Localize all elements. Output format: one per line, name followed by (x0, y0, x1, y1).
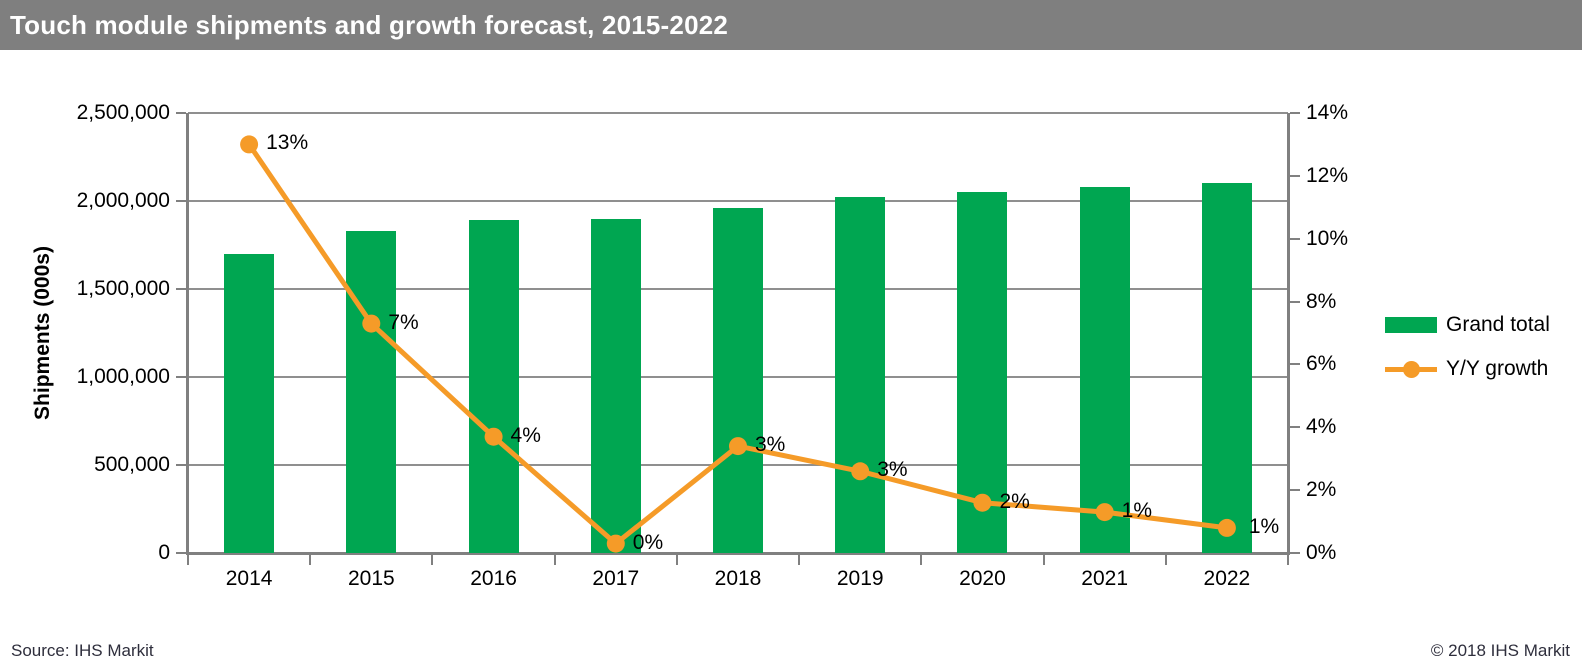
bar-2017 (590, 218, 641, 553)
x-axis-year-label: 2017 (592, 567, 640, 590)
right-axis-tick-label: 6% (1306, 352, 1337, 376)
right-axis-tick-label: 4% (1306, 415, 1337, 439)
x-axis-tick (1287, 555, 1289, 565)
right-tick (1290, 426, 1300, 429)
copyright-note: © 2018 IHS Markit (1430, 641, 1570, 660)
growth-value-label-2020: 2% (999, 489, 1030, 513)
chart-title-bar: Touch module shipments and growth foreca… (0, 0, 1582, 50)
bar-2016 (468, 220, 519, 553)
right-axis-tick-label: 8% (1306, 289, 1337, 313)
x-axis-year-label: 2020 (959, 567, 1006, 590)
x-axis-tick (1042, 555, 1045, 565)
x-axis-tick (553, 555, 556, 565)
x-axis-year-label: 2016 (470, 567, 517, 590)
growth-point-2016 (484, 427, 503, 446)
left-tick (176, 464, 186, 466)
growth-point-2022 (1217, 518, 1236, 537)
right-tick (1290, 363, 1300, 366)
growth-value-label-2016: 4% (510, 423, 541, 447)
growth-line-series (240, 135, 1236, 553)
right-tick (1290, 489, 1300, 492)
x-axis-tick (309, 555, 312, 565)
bar-2019 (835, 197, 886, 553)
right-axis-tick-label: 14% (1306, 101, 1349, 124)
x-axis-tick (431, 555, 434, 565)
legend-label-yy-growth: Y/Y growth (1446, 357, 1549, 380)
growth-point-2020 (973, 493, 992, 512)
left-tick (176, 200, 186, 202)
right-axis-tick-label: 12% (1306, 163, 1349, 187)
legend-item-yy-growth: Y/Y growth (1385, 347, 1580, 391)
growth-line (246, 141, 1230, 547)
legend-label-grand-total: Grand total (1446, 313, 1550, 336)
bottom-axis-line (186, 552, 1290, 555)
yy-growth-swatch-icon (1385, 361, 1437, 378)
growth-value-label-2021: 1% (1121, 499, 1153, 523)
growth-point-2018 (729, 437, 747, 456)
chart-title: Touch module shipments and growth foreca… (10, 10, 729, 40)
left-axis-tick-label: 2,500,000 (76, 101, 170, 124)
x-axis-year-label: 2019 (836, 567, 884, 590)
legend-item-grand-total: Grand total (1385, 303, 1580, 347)
left-tick (176, 288, 186, 290)
right-axis-tick-label: 10% (1306, 226, 1349, 250)
left-axis-tick-label: 0 (158, 541, 170, 564)
x-axis-year-label: 2018 (714, 567, 762, 590)
right-tick (1290, 237, 1300, 240)
grand-total-swatch-icon (1385, 317, 1437, 333)
gridline (188, 200, 1288, 202)
x-axis-tick (675, 555, 678, 565)
bar-2022 (1201, 183, 1252, 553)
left-tick (176, 552, 186, 554)
growth-point-2015 (362, 314, 381, 333)
growth-point-2017 (606, 534, 625, 553)
growth-value-label-2015: 7% (388, 310, 419, 334)
left-axis-tick-label: 2,000,000 (76, 189, 170, 212)
growth-point-2014 (240, 135, 259, 154)
right-tick (1290, 552, 1300, 554)
growth-value-label-2017: 0% (632, 530, 664, 554)
bar-2015 (346, 230, 397, 553)
left-tick (176, 112, 186, 114)
x-axis-year-label: 2022 (1203, 567, 1251, 590)
left-axis-tick-label: 500,000 (94, 453, 170, 476)
gridline (188, 112, 1288, 114)
source-note: Source: IHS Markit (11, 641, 154, 660)
x-axis-year-label: 2021 (1081, 567, 1129, 590)
right-tick (1290, 174, 1300, 177)
growth-value-label-2022: 1% (1248, 514, 1280, 538)
growth-value-label-2019: 3% (877, 458, 908, 482)
right-tick (1290, 300, 1300, 303)
x-axis-year-label: 2015 (347, 567, 395, 590)
left-axis-tick-label: 1,500,000 (76, 277, 170, 300)
left-axis-line (186, 113, 189, 555)
bar-2021 (1079, 186, 1130, 553)
right-axis-tick-label: 2% (1306, 478, 1337, 502)
x-axis-tick (920, 555, 923, 565)
growth-point-2021 (1095, 503, 1114, 522)
x-axis-tick (798, 555, 801, 565)
right-axis-tick-label: 0% (1306, 541, 1337, 564)
growth-point-2019 (851, 462, 870, 481)
x-axis-tick (187, 555, 189, 565)
left-axis-title: Shipments (000s) (31, 246, 54, 420)
left-tick (176, 376, 186, 378)
legend: Grand total Y/Y growth (1385, 303, 1580, 391)
bar-2018 (713, 208, 763, 553)
growth-value-label-2018: 3% (755, 433, 786, 457)
right-tick (1290, 112, 1300, 114)
bar-2014 (224, 253, 275, 553)
growth-value-label-2014: 13% (266, 131, 309, 155)
x-axis-year-label: 2014 (225, 567, 273, 590)
bar-2020 (957, 192, 1008, 553)
x-axis-tick (1164, 555, 1167, 565)
right-axis-line (1287, 113, 1290, 555)
left-axis-tick-label: 1,000,000 (76, 365, 170, 388)
